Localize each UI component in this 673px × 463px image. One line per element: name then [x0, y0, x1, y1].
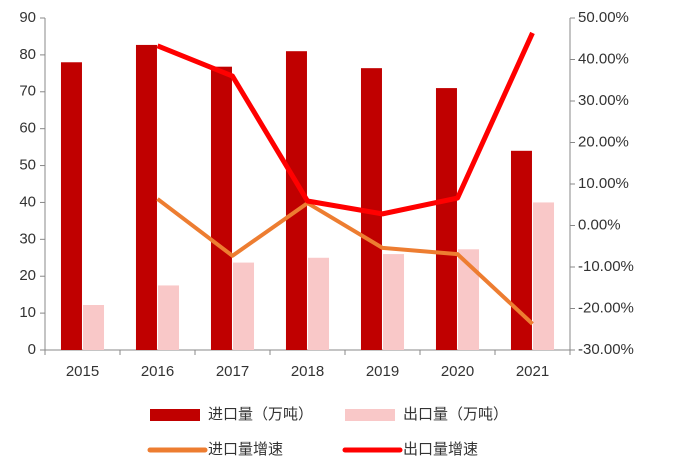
x-tick-label: 2015	[66, 363, 99, 380]
legend-label: 出口量（万吨）	[403, 406, 508, 423]
legend: 进口量（万吨） 出口量（万吨） 进口量增速 出口量增速	[147, 406, 508, 458]
x-tick-label: 2019	[366, 363, 399, 380]
y-tick-label: 90	[19, 9, 36, 26]
y2-tick-label: 10.00%	[578, 175, 629, 192]
x-tick-label: 2017	[216, 363, 249, 380]
y-tick-label: 60	[19, 120, 36, 137]
bar	[458, 249, 480, 350]
legend-label: 进口量增速	[208, 441, 283, 458]
y2-tick-label: 40.00%	[578, 50, 629, 67]
y2-tick-label: -20.00%	[578, 299, 634, 316]
x-tick-label: 2018	[291, 363, 324, 380]
bar	[83, 304, 105, 350]
legend-swatch	[345, 409, 395, 421]
line	[156, 31, 535, 217]
bar	[383, 254, 405, 350]
y-tick-label: 30	[19, 230, 36, 247]
y2-tick-label: -10.00%	[578, 258, 634, 275]
legend-swatch	[150, 409, 200, 421]
legend-label: 进口量（万吨）	[208, 406, 313, 423]
y-tick-label: 80	[19, 46, 36, 63]
y2-tick-label: 50.00%	[578, 9, 629, 26]
bar	[210, 66, 232, 351]
y-tick-label: 10	[19, 304, 36, 321]
bar	[308, 257, 330, 350]
bar	[510, 150, 532, 350]
bar	[60, 62, 82, 351]
y2-tick-label: 30.00%	[578, 92, 629, 109]
bar	[285, 51, 307, 350]
bar	[233, 262, 255, 350]
bar	[135, 44, 157, 350]
line	[156, 197, 534, 326]
bar	[158, 285, 180, 350]
y-tick-label: 40	[19, 193, 36, 210]
y-tick-label: 20	[19, 267, 36, 284]
bar	[533, 202, 555, 350]
y-tick-label: 70	[19, 83, 36, 100]
bar	[435, 88, 457, 350]
x-tick-label: 2020	[441, 363, 474, 380]
y2-tick-label: -30.00%	[578, 341, 634, 358]
y2-tick-label: 0.00%	[578, 216, 621, 233]
bar	[360, 68, 382, 351]
y-tick-label: 50	[19, 157, 36, 174]
y2-tick-label: 20.00%	[578, 133, 629, 150]
x-tick-label: 2016	[141, 363, 174, 380]
legend-label: 出口量增速	[403, 441, 478, 458]
x-tick-label: 2021	[516, 363, 549, 380]
y-tick-label: 0	[28, 341, 36, 358]
